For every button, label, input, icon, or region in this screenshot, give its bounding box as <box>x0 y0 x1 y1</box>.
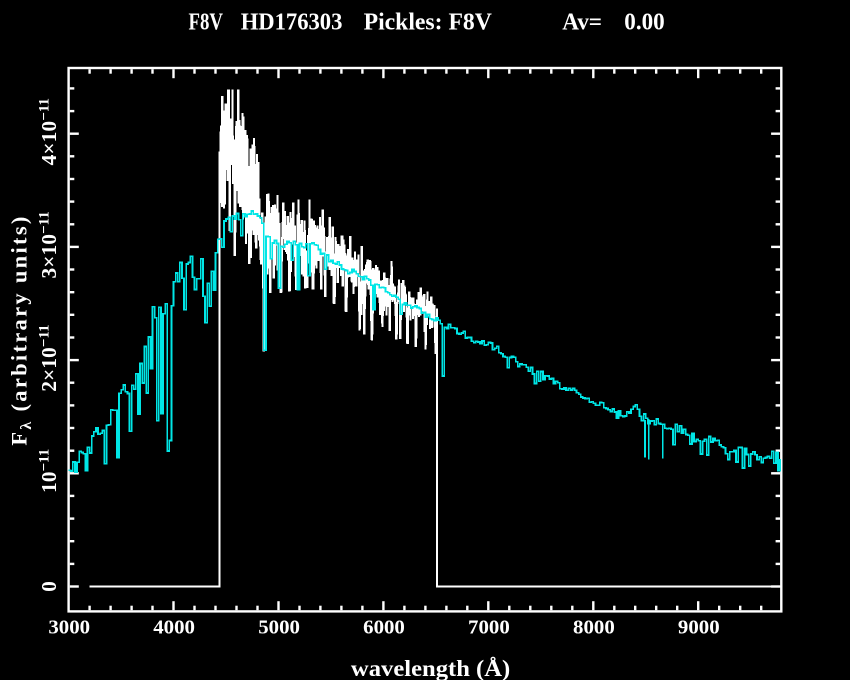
svg-text:wavelength (Å): wavelength (Å) <box>351 656 510 680</box>
svg-text:Av=: Av= <box>562 10 602 36</box>
svg-text:HD176303: HD176303 <box>241 10 343 36</box>
svg-text:4000: 4000 <box>153 618 195 639</box>
svg-text:6000: 6000 <box>363 618 405 639</box>
svg-text:0: 0 <box>37 581 61 592</box>
svg-text:F8V: F8V <box>189 10 224 36</box>
svg-text:9000: 9000 <box>678 618 720 639</box>
svg-text:3000: 3000 <box>48 618 90 639</box>
svg-text:3×10−11: 3×10−11 <box>37 211 62 278</box>
svg-text:0.00: 0.00 <box>624 10 664 36</box>
svg-text:8000: 8000 <box>573 618 615 639</box>
svg-text:5000: 5000 <box>258 618 300 639</box>
svg-text:7000: 7000 <box>468 618 510 639</box>
svg-text:Fλ (arbitrary units): Fλ (arbitrary units) <box>7 214 36 445</box>
svg-text:Pickles: F8V: Pickles: F8V <box>364 10 493 36</box>
